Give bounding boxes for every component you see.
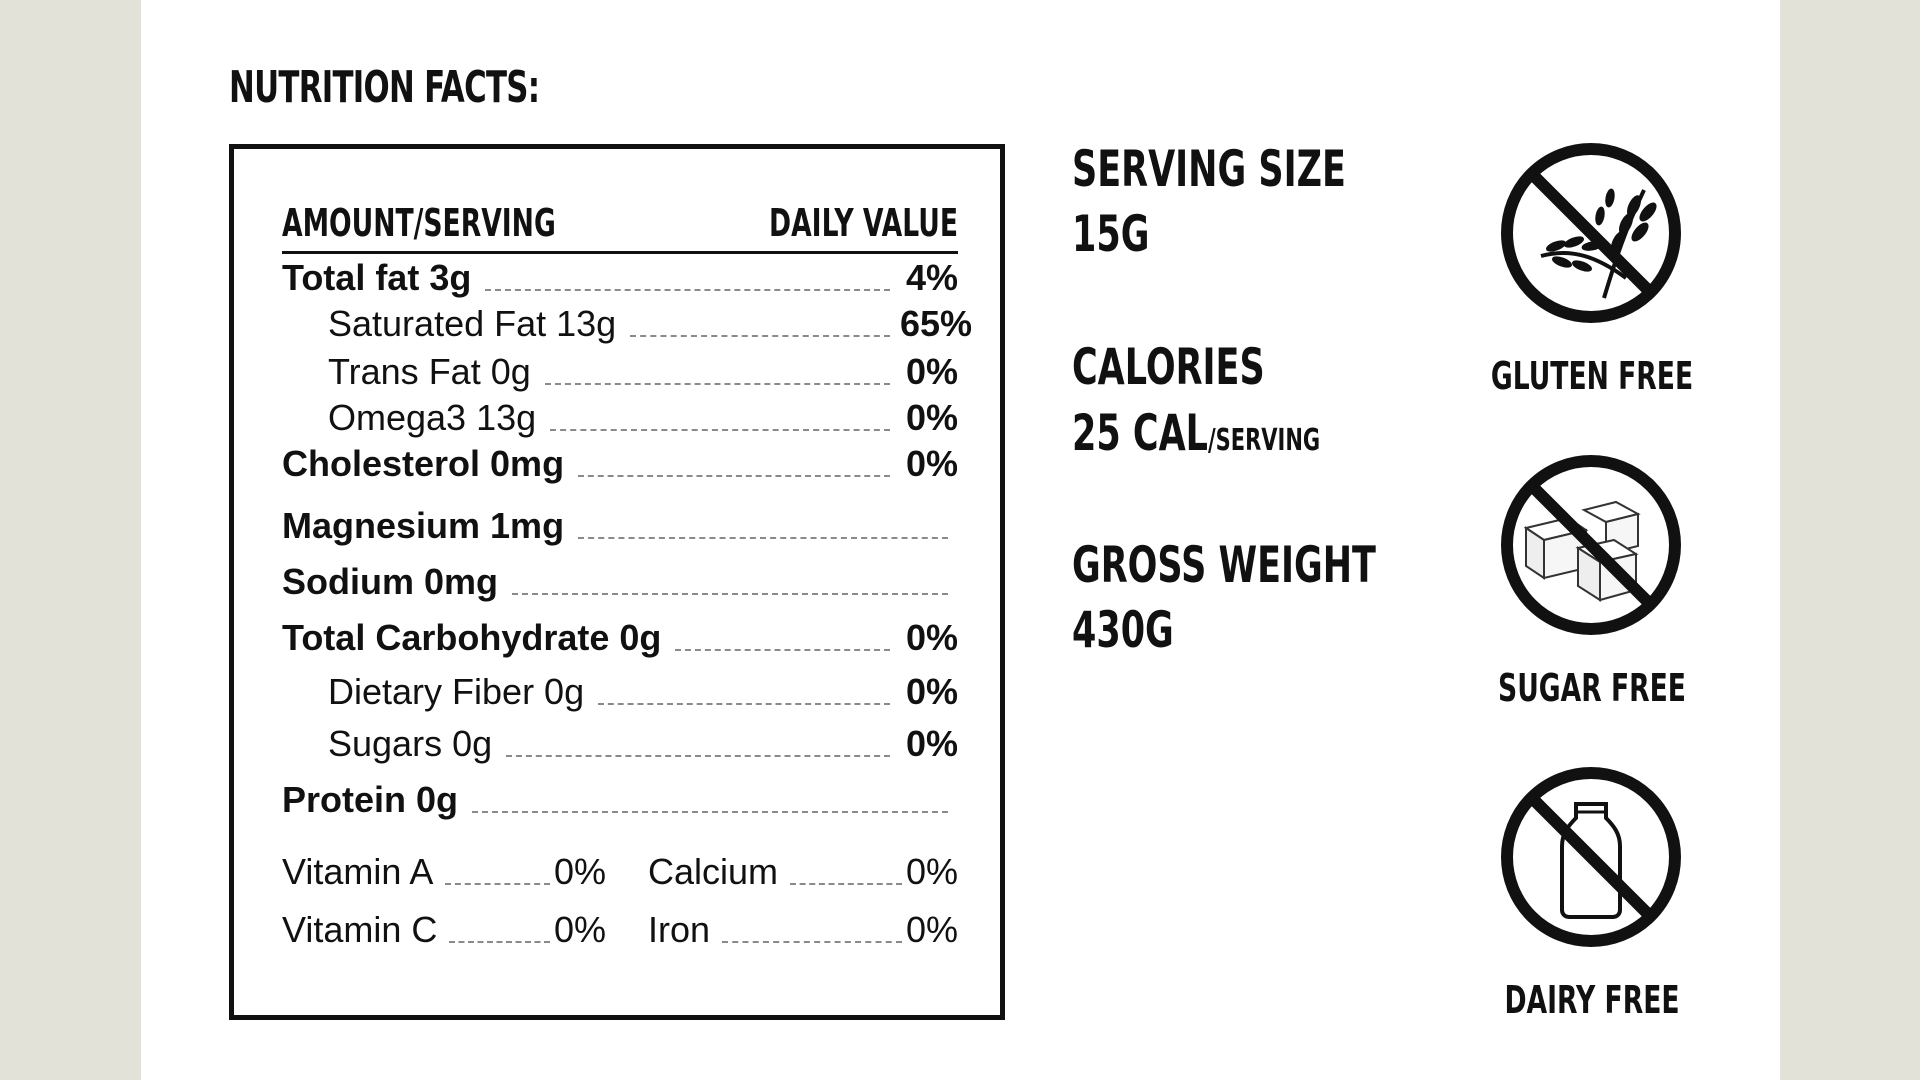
nutrient-row: Dietary Fiber 0g 0%	[282, 669, 958, 713]
nutrient-name: Sodium 0mg	[282, 561, 499, 602]
leader-dots	[578, 537, 948, 539]
vitamin-name: Vitamin A	[282, 851, 434, 892]
nutrient-row: Cholesterol 0mg 0%	[282, 441, 958, 485]
gluten-free-label: GLUTEN FREE	[1490, 354, 1694, 398]
leader-dots	[675, 649, 890, 651]
calories-label: CALORIES	[1072, 338, 1265, 396]
calories-value: 25 CAL/SERVING	[1072, 404, 1320, 462]
no-dairy-icon	[1501, 767, 1681, 947]
nutrient-percent: 0%	[905, 617, 958, 658]
leader-dots	[445, 883, 550, 885]
page-title: NUTRITION FACTS:	[229, 62, 540, 113]
nutrition-label-box: AMOUNT/SERVING DAILY VALUE Total fat 3g …	[229, 144, 1005, 1020]
leader-dots	[506, 755, 890, 757]
vitamin-cell: Vitamin A 0%	[282, 849, 606, 893]
vitamin-row: Vitamin A 0% Calcium 0%	[282, 849, 958, 893]
dairy-free-label: DAIRY FREE	[1504, 978, 1680, 1022]
vitamin-cell: Calcium 0%	[648, 849, 958, 893]
nutrient-row: Trans Fat 0g 0%	[282, 349, 958, 393]
nutrient-name: Total fat 3g	[282, 257, 472, 298]
leader-dots	[550, 429, 890, 431]
nutrient-row: Sodium 0mg	[282, 559, 958, 603]
header-amount-serving: AMOUNT/SERVING	[282, 201, 556, 245]
leader-dots	[630, 335, 890, 337]
nutrient-percent: 0%	[905, 671, 958, 712]
nutrient-row: Saturated Fat 13g 65%	[282, 301, 973, 345]
serving-size-label: SERVING SIZE	[1072, 140, 1346, 198]
nutrient-name: Magnesium 1mg	[282, 505, 565, 546]
nutrient-row: Total Carbohydrate 0g 0%	[282, 615, 958, 659]
sugar-free-label: SUGAR FREE	[1498, 666, 1686, 710]
nutrient-row: Total fat 3g 4%	[282, 255, 958, 299]
nutrient-name: Dietary Fiber 0g	[328, 671, 585, 712]
leader-dots	[790, 883, 902, 885]
leader-dots	[512, 593, 948, 595]
vitamin-cell: Vitamin C 0%	[282, 907, 606, 951]
nutrient-name: Omega3 13g	[328, 397, 537, 438]
no-sugar-icon	[1501, 455, 1681, 635]
vitamin-percent: 0%	[553, 851, 606, 892]
nutrient-row: Protein 0g	[282, 777, 958, 821]
vitamin-percent: 0%	[905, 909, 958, 950]
vitamin-percent: 0%	[905, 851, 958, 892]
vitamin-percent: 0%	[553, 909, 606, 950]
vitamin-name: Iron	[648, 909, 711, 950]
label-header: AMOUNT/SERVING DAILY VALUE	[282, 201, 958, 254]
leader-dots	[598, 703, 890, 705]
nutrient-name: Trans Fat 0g	[328, 351, 531, 392]
nutrient-name: Total Carbohydrate 0g	[282, 617, 662, 658]
gross-weight-label: GROSS WEIGHT	[1072, 536, 1376, 594]
nutrient-name: Sugars 0g	[328, 723, 493, 764]
vitamin-name: Vitamin C	[282, 909, 438, 950]
leader-dots	[485, 289, 890, 291]
nutrient-percent: 4%	[905, 257, 958, 298]
header-daily-value: DAILY VALUE	[768, 201, 958, 245]
nutrient-name: Cholesterol 0mg	[282, 443, 565, 484]
calories-unit: /SERVING	[1207, 423, 1321, 458]
nutrient-row: Sugars 0g 0%	[282, 721, 958, 765]
vitamin-name: Calcium	[648, 851, 779, 892]
gross-weight-value: 430G	[1072, 601, 1174, 659]
nutrient-percent: 65%	[900, 303, 973, 344]
nutrient-name: Saturated Fat 13g	[328, 303, 617, 344]
serving-size-value: 15G	[1072, 205, 1150, 263]
no-gluten-icon	[1501, 143, 1681, 323]
nutrient-percent: 0%	[905, 723, 958, 764]
leader-dots	[578, 475, 890, 477]
leader-dots	[544, 383, 890, 385]
leader-dots	[472, 811, 948, 813]
nutrient-percent: 0%	[905, 443, 958, 484]
nutrient-percent: 0%	[905, 397, 958, 438]
nutrient-row: Magnesium 1mg	[282, 503, 958, 547]
nutrient-name: Protein 0g	[282, 779, 459, 820]
nutrient-row: Omega3 13g 0%	[282, 395, 958, 439]
leader-dots	[722, 941, 902, 943]
nutrient-percent: 0%	[905, 351, 958, 392]
calories-amount: 25 CAL	[1072, 404, 1208, 462]
vitamin-cell: Iron 0%	[648, 907, 958, 951]
leader-dots	[449, 941, 550, 943]
vitamin-row: Vitamin C 0% Iron 0%	[282, 907, 958, 951]
